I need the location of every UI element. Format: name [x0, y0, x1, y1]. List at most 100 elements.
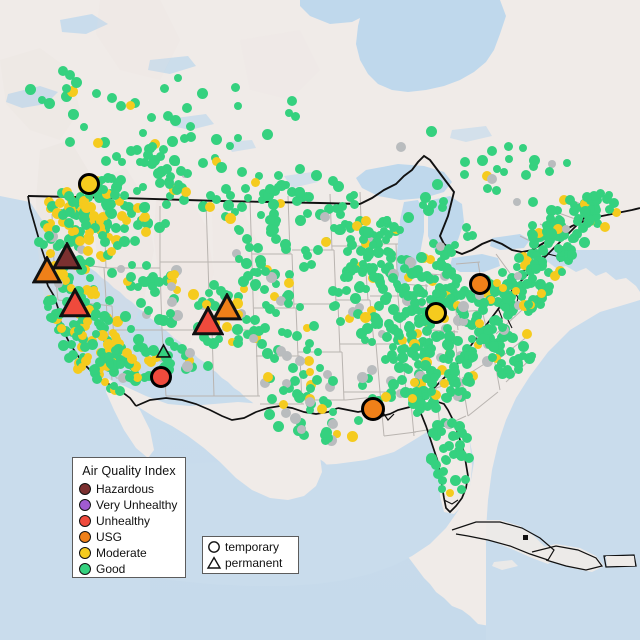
station-dot-good[interactable]	[292, 331, 302, 341]
station-dot-good[interactable]	[453, 336, 463, 346]
station-dot-good[interactable]	[415, 404, 425, 414]
station-dot-good[interactable]	[100, 237, 110, 247]
station-dot-moderate[interactable]	[284, 278, 294, 288]
station-dot-good[interactable]	[104, 295, 114, 305]
station-dot-good[interactable]	[578, 223, 588, 233]
station-dot-nodata[interactable]	[171, 309, 183, 321]
station-dot-good[interactable]	[230, 82, 240, 92]
station-dot-good[interactable]	[399, 263, 409, 273]
station-dot-good[interactable]	[455, 440, 465, 450]
station-dot-good[interactable]	[323, 433, 333, 443]
station-dot-good[interactable]	[294, 214, 306, 226]
station-dot-good[interactable]	[455, 449, 467, 461]
station-dot-good[interactable]	[85, 257, 95, 267]
station-dot-good[interactable]	[393, 327, 403, 337]
legend-item-usg[interactable]: USG	[79, 529, 185, 545]
station-dot-good[interactable]	[460, 157, 470, 167]
station-dot-good[interactable]	[452, 274, 462, 284]
station-dot-nodata[interactable]	[513, 300, 523, 310]
station-dot-good[interactable]	[233, 291, 243, 301]
station-dot-moderate[interactable]	[184, 355, 194, 365]
station-dot-good[interactable]	[334, 225, 344, 235]
station-dot-good[interactable]	[468, 354, 476, 362]
station-dot-moderate[interactable]	[102, 189, 112, 199]
station-dot-nodata[interactable]	[281, 408, 291, 418]
station-dot-moderate[interactable]	[278, 399, 288, 409]
station-dot-moderate[interactable]	[80, 321, 90, 331]
station-dot-good[interactable]	[453, 420, 465, 432]
station-dot-nodata[interactable]	[117, 265, 125, 273]
station-dot-good[interactable]	[502, 364, 512, 374]
station-dot-nodata[interactable]	[295, 356, 305, 366]
station-dot-good[interactable]	[500, 168, 508, 176]
station-dot-good[interactable]	[435, 296, 447, 308]
station-dot-good[interactable]	[173, 179, 183, 189]
station-dot-good[interactable]	[231, 323, 243, 335]
station-dot-good[interactable]	[453, 380, 461, 388]
station-dot-good[interactable]	[80, 123, 88, 131]
station-dot-good[interactable]	[107, 93, 117, 103]
station-dot-moderate[interactable]	[125, 100, 135, 110]
station-dot-good[interactable]	[299, 430, 309, 440]
station-dot-good[interactable]	[222, 199, 234, 211]
station-dot-good[interactable]	[285, 109, 293, 117]
station-dot-good[interactable]	[116, 101, 126, 111]
station-dot-good[interactable]	[433, 469, 443, 479]
station-dot-good[interactable]	[345, 221, 353, 229]
station-dot-good[interactable]	[563, 255, 573, 265]
station-dot-good[interactable]	[438, 466, 448, 476]
station-dot-moderate[interactable]	[304, 356, 314, 366]
station-dot-good[interactable]	[126, 208, 136, 218]
station-dot-good[interactable]	[496, 367, 508, 379]
station-dot-good[interactable]	[461, 222, 471, 232]
station-dot-good[interactable]	[355, 281, 365, 291]
station-dot-good[interactable]	[333, 287, 343, 297]
station-dot-good[interactable]	[425, 274, 435, 284]
station-dot-good[interactable]	[269, 225, 279, 235]
station-dot-good[interactable]	[52, 225, 60, 233]
station-dot-good[interactable]	[396, 226, 404, 234]
station-dot-good[interactable]	[45, 312, 55, 322]
station-dot-good[interactable]	[452, 432, 460, 440]
station-dot-nodata[interactable]	[356, 371, 368, 383]
station-dot-good[interactable]	[438, 443, 448, 453]
station-dot-good[interactable]	[531, 264, 541, 274]
station-dot-good[interactable]	[507, 333, 517, 343]
station-dot-good[interactable]	[302, 250, 312, 260]
station-dot-good[interactable]	[153, 313, 165, 325]
station-dot-good[interactable]	[243, 271, 253, 281]
station-dot-good[interactable]	[314, 348, 322, 356]
station-dot-moderate[interactable]	[77, 330, 87, 340]
station-dot-good[interactable]	[565, 195, 575, 205]
station-dot-moderate[interactable]	[45, 248, 55, 258]
station-dot-good[interactable]	[197, 200, 209, 212]
station-dot-moderate[interactable]	[111, 315, 123, 327]
station-dot-moderate[interactable]	[167, 276, 177, 286]
marker-moderate-temporary[interactable]	[78, 173, 100, 195]
station-dot-good[interactable]	[155, 151, 165, 161]
station-dot-good[interactable]	[352, 265, 360, 273]
station-dot-good[interactable]	[258, 196, 266, 204]
station-dot-good[interactable]	[182, 168, 192, 178]
station-dot-moderate[interactable]	[81, 356, 91, 366]
station-dot-moderate[interactable]	[84, 304, 94, 314]
station-dot-good[interactable]	[335, 316, 345, 326]
station-dot-good[interactable]	[177, 344, 187, 354]
station-dot-good[interactable]	[74, 254, 84, 264]
station-dot-good[interactable]	[592, 218, 602, 228]
station-dot-good[interactable]	[68, 109, 78, 119]
station-dot-good[interactable]	[551, 229, 563, 241]
station-dot-good[interactable]	[193, 300, 203, 310]
station-dot-good[interactable]	[104, 352, 114, 362]
station-dot-good[interactable]	[372, 237, 382, 247]
station-dot-good[interactable]	[427, 199, 437, 209]
station-dot-nodata[interactable]	[396, 142, 406, 152]
station-dot-good[interactable]	[545, 213, 555, 223]
station-dot-good[interactable]	[132, 333, 144, 345]
station-dot-good[interactable]	[296, 418, 306, 428]
station-dot-good[interactable]	[124, 359, 134, 369]
station-dot-nodata[interactable]	[265, 271, 277, 283]
station-dot-good[interactable]	[443, 354, 453, 364]
station-dot-good[interactable]	[141, 347, 151, 357]
